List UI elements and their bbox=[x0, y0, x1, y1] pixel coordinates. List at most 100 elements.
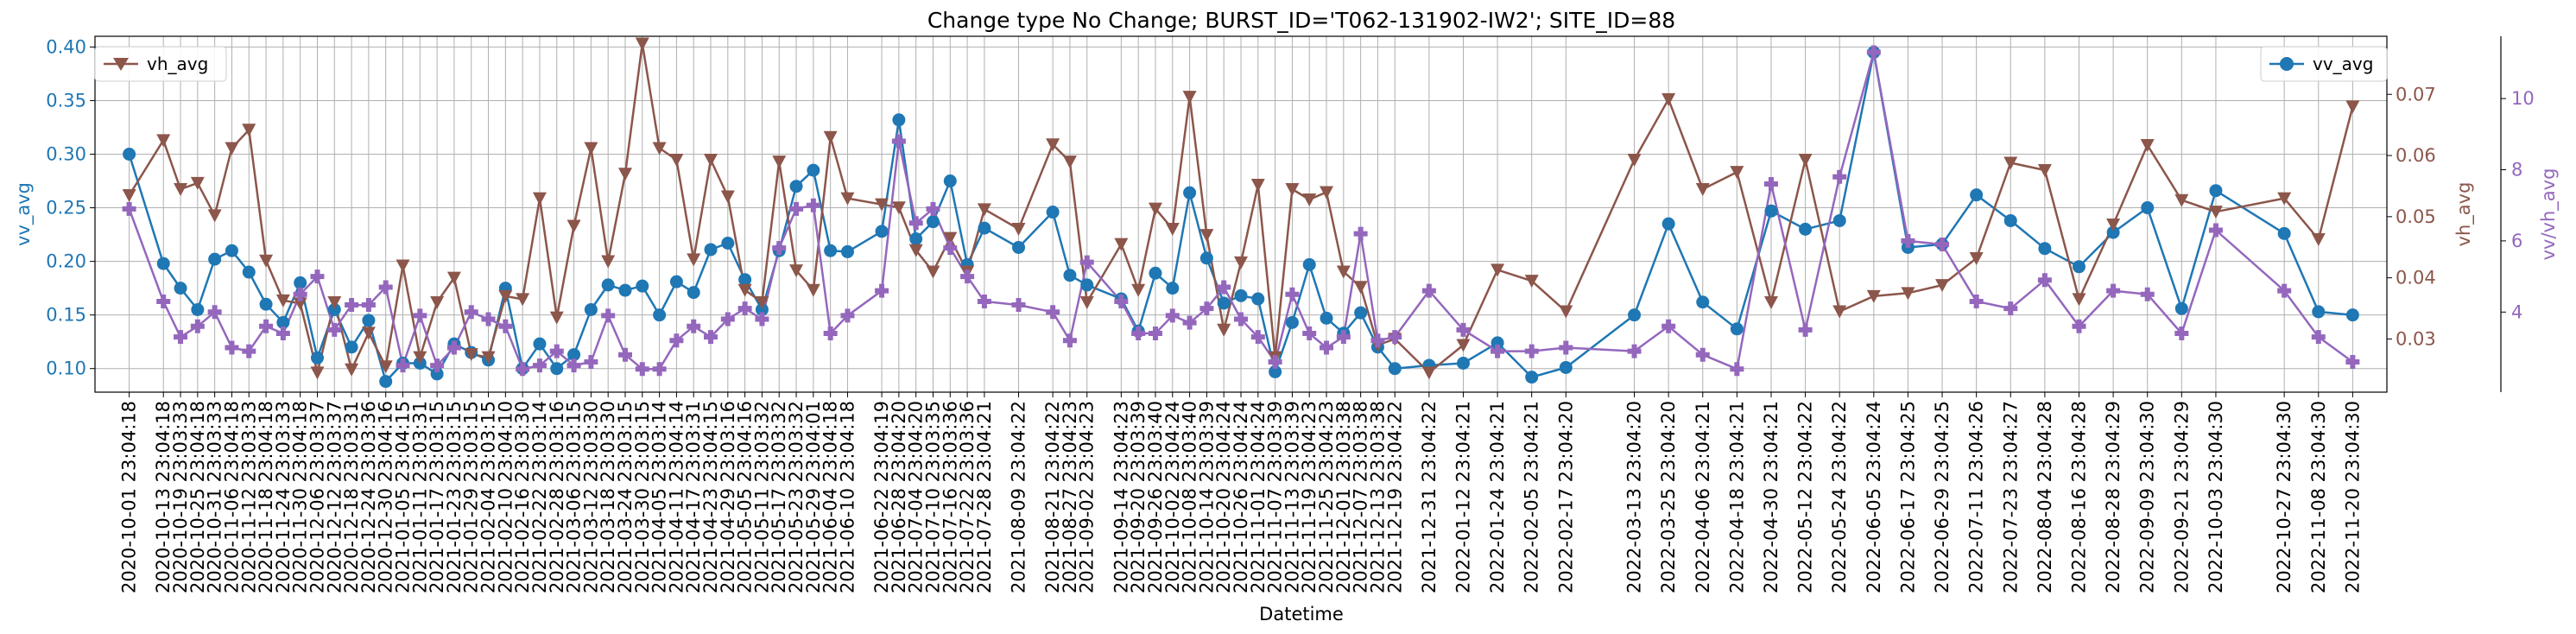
data-point-vv-avg bbox=[1628, 308, 1642, 322]
x-tick-label: 2021-04-23 23:04:15 bbox=[700, 401, 721, 593]
data-point-vv-avg bbox=[174, 282, 187, 295]
data-point-vh-avg bbox=[430, 295, 445, 309]
data-point-vh-avg bbox=[516, 293, 530, 307]
data-point-vh-avg bbox=[1421, 366, 1436, 380]
data-point-vh-avg bbox=[1199, 229, 1214, 243]
data-point-vv-avg bbox=[259, 297, 273, 311]
data-point-vh-avg bbox=[396, 259, 410, 273]
data-point-vv-avg bbox=[875, 225, 889, 238]
x-tick-label: 2021-07-22 23:03:36 bbox=[957, 401, 978, 593]
data-point-vv-vh-avg bbox=[908, 216, 923, 231]
data-point-vv-vh-avg bbox=[601, 308, 616, 323]
data-point-vv-avg bbox=[567, 348, 581, 362]
data-point-vv-vh-avg bbox=[1336, 330, 1351, 345]
data-point-vv-avg bbox=[704, 243, 718, 257]
data-point-vv-vh-avg bbox=[378, 280, 393, 295]
data-point-vh-avg bbox=[720, 190, 735, 204]
data-point-vv-vh-avg bbox=[361, 298, 376, 313]
data-point-vh-avg bbox=[1798, 153, 1813, 167]
x-tick-label: 2021-05-29 23:04:01 bbox=[803, 401, 824, 593]
plot-frame bbox=[94, 35, 2388, 393]
data-point-vh-avg bbox=[1302, 193, 1317, 207]
data-point-vv-avg bbox=[892, 113, 906, 127]
data-point-vh-avg bbox=[259, 254, 274, 268]
data-point-vh-avg bbox=[1114, 238, 1129, 251]
data-point-vv-avg bbox=[191, 302, 205, 316]
data-point-vh-avg bbox=[601, 255, 616, 269]
x-tick-label: 2021-03-06 23:03:15 bbox=[564, 401, 585, 593]
data-point-vv-vh-avg bbox=[396, 358, 410, 373]
data-point-vv-avg bbox=[669, 275, 683, 288]
data-point-vh-avg bbox=[242, 124, 256, 137]
x-tick-label: 2021-12-01 23:03:38 bbox=[1333, 401, 1354, 593]
data-point-vv-vh-avg bbox=[122, 201, 136, 216]
data-point-vv-vh-avg bbox=[2140, 287, 2155, 301]
data-point-vh-avg bbox=[704, 153, 718, 167]
data-point-vh-avg bbox=[1062, 155, 1077, 169]
data-point-vv-vh-avg bbox=[772, 241, 787, 256]
data-point-vv-vh-avg bbox=[1268, 354, 1282, 369]
x-tick-label: 2022-11-20 23:04:30 bbox=[2342, 401, 2363, 593]
data-point-vv-vh-avg bbox=[1763, 176, 1778, 191]
x-tick-label: 2021-05-11 23:03:32 bbox=[751, 401, 772, 593]
data-point-vv-avg bbox=[1320, 311, 1333, 325]
y-right1-tick-label: 0.04 bbox=[2396, 268, 2436, 288]
data-point-vv-vh-avg bbox=[1627, 344, 1642, 358]
y-axis-label-vv-avg: vv_avg bbox=[13, 182, 35, 246]
x-tick-label: 2021-06-04 23:04:18 bbox=[820, 401, 841, 593]
x-tick-label: 2022-03-25 23:04:20 bbox=[1658, 401, 1679, 593]
y-left-tick-label: 0.15 bbox=[46, 305, 86, 326]
x-tick-label: 2022-09-09 23:04:30 bbox=[2137, 401, 2158, 593]
y-axis-label-vv-vh-avg: vv/vh_avg bbox=[2538, 168, 2560, 261]
data-point-vh-avg bbox=[464, 348, 478, 362]
data-point-vv-avg bbox=[310, 351, 324, 365]
data-point-vv-avg bbox=[345, 340, 358, 354]
data-point-vh-avg bbox=[1011, 222, 1026, 236]
x-tick-label: 2020-11-12 23:03:33 bbox=[238, 401, 259, 593]
x-tick-label: 2021-04-11 23:04:14 bbox=[666, 401, 687, 593]
x-tick-label: 2021-01-05 23:04:15 bbox=[393, 401, 414, 593]
data-point-vh-avg bbox=[2106, 219, 2121, 232]
data-point-vv-vh-avg bbox=[1131, 327, 1146, 341]
x-tick-label: 2021-12-19 23:04:22 bbox=[1384, 401, 1405, 593]
data-point-vv-vh-avg bbox=[1199, 301, 1214, 316]
x-tick-label: 2021-12-07 23:03:38 bbox=[1351, 401, 1371, 593]
data-point-vv-vh-avg bbox=[1832, 169, 1847, 184]
legend-label-vh-avg: vh_avg bbox=[147, 54, 208, 74]
y-left-tick-label: 0.35 bbox=[46, 90, 86, 111]
x-tick-label: 2020-10-01 23:04:18 bbox=[119, 401, 140, 593]
data-point-vv-vh-avg bbox=[1370, 333, 1385, 348]
data-point-vv-avg bbox=[242, 265, 256, 279]
data-point-vh-avg bbox=[772, 155, 787, 169]
data-point-vv-vh-avg bbox=[2072, 319, 2086, 333]
x-tick-label: 2022-04-30 23:04:21 bbox=[1761, 401, 1782, 593]
data-point-vv-vh-avg bbox=[977, 294, 991, 308]
data-point-vv-vh-avg bbox=[2208, 223, 2223, 238]
data-point-vv-avg bbox=[618, 283, 632, 297]
data-point-vh-avg bbox=[156, 134, 171, 148]
data-point-vh-avg bbox=[1285, 182, 1300, 196]
data-point-vv-vh-avg bbox=[720, 312, 735, 327]
data-point-vv-vh-avg bbox=[1559, 340, 1573, 355]
data-point-vv-avg bbox=[824, 244, 838, 257]
data-point-vh-avg bbox=[566, 219, 581, 233]
data-point-vv-vh-avg bbox=[498, 319, 513, 333]
data-point-vh-avg bbox=[1217, 323, 1231, 337]
data-point-vv-avg bbox=[1269, 365, 1282, 378]
data-point-vv-vh-avg bbox=[190, 319, 205, 333]
x-tick-label: 2022-04-18 23:04:21 bbox=[1726, 401, 1747, 593]
x-tick-label: 2020-10-13 23:04:18 bbox=[153, 401, 174, 593]
data-point-vv-avg bbox=[276, 315, 290, 329]
data-point-vv-vh-avg bbox=[635, 362, 649, 377]
legend-marker-vh-avg bbox=[113, 58, 129, 71]
data-point-vv-avg bbox=[1730, 322, 1744, 336]
data-point-vh-avg bbox=[1695, 182, 1710, 196]
data-point-vv-avg bbox=[1012, 240, 1026, 254]
y-axis-label-vh-avg: vh_avg bbox=[2453, 182, 2475, 247]
data-point-vv-vh-avg bbox=[1901, 233, 1915, 248]
data-point-vv-avg bbox=[1217, 296, 1231, 310]
data-point-vv-vh-avg bbox=[2277, 283, 2292, 298]
data-point-vv-vh-avg bbox=[1421, 283, 1436, 298]
data-point-vv-avg bbox=[1388, 362, 1402, 376]
x-tick-label: 2021-10-26 23:04:24 bbox=[1231, 401, 1251, 593]
